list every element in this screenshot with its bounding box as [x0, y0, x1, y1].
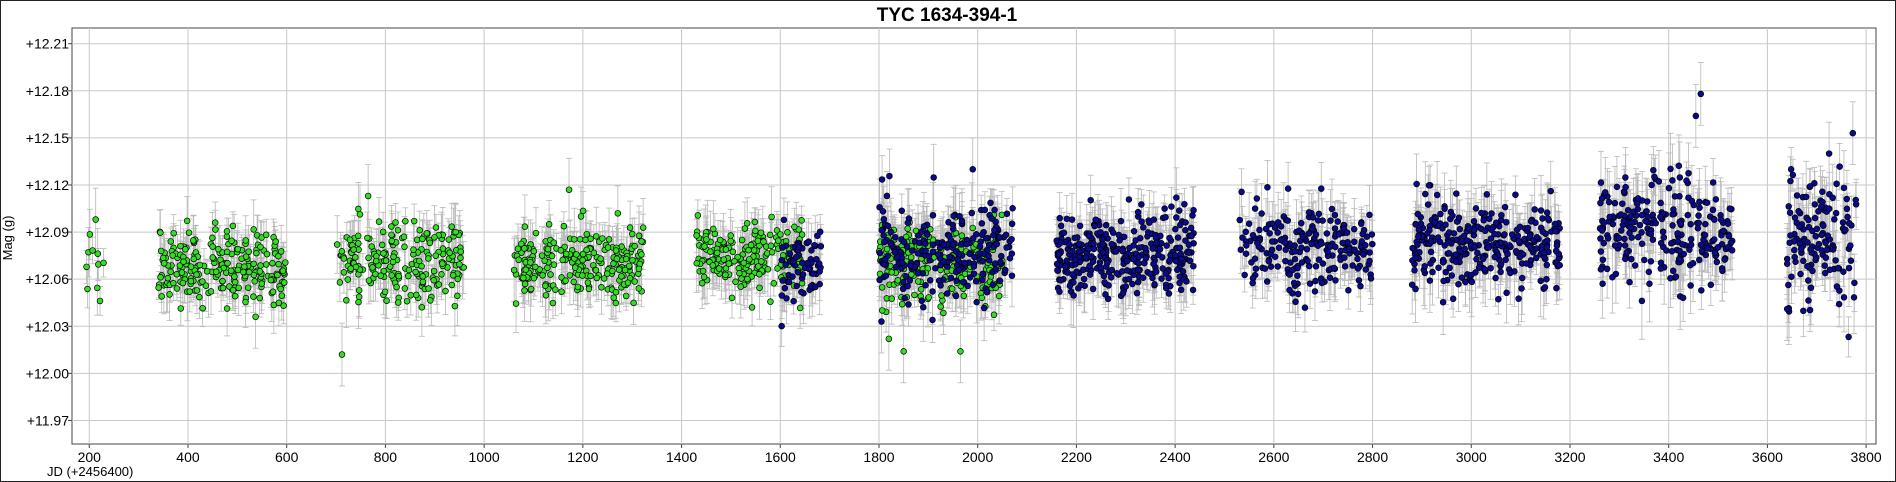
chart-title: TYC 1634-394-1: [877, 5, 1018, 26]
